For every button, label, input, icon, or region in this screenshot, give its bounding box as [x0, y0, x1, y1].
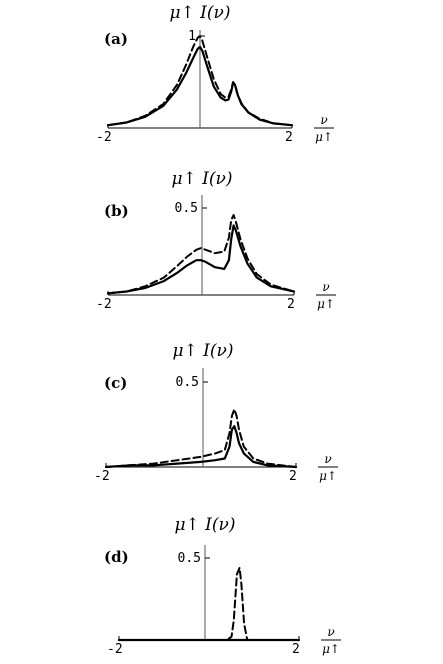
- x-tick-label: -2: [96, 297, 112, 312]
- x-axis-label-numerator: ν: [324, 452, 331, 466]
- panel-2: -2 2 0.5 (b) μ↑ I(ν) ν μ↑: [96, 169, 336, 312]
- x-tick-label: 2: [289, 469, 297, 484]
- series-dashed-line: [118, 566, 300, 641]
- y-tick-label: 0.5: [175, 201, 198, 216]
- y-axis-label: μ↑ I(ν): [169, 3, 230, 23]
- series-dashed-line: [107, 214, 295, 295]
- y-tick-label: 1: [188, 29, 196, 44]
- x-axis-label-denominator: μ↑: [317, 297, 335, 311]
- x-axis-label-numerator: ν: [322, 280, 329, 294]
- panel-label: (c): [104, 374, 127, 392]
- series-dashed-line: [105, 408, 297, 468]
- x-tick-label: 2: [292, 642, 300, 657]
- x-axis-label-denominator: μ↑: [322, 642, 340, 656]
- panel-label: (b): [104, 202, 129, 220]
- panel-1: -2 2 1 (a) μ↑ I(ν) ν μ↑: [96, 3, 334, 145]
- x-tick-label: 2: [287, 297, 295, 312]
- panel-4: -2 2 0.5 (d) μ↑ I(ν) ν μ↑: [104, 515, 341, 657]
- series-solid-line: [104, 425, 298, 469]
- panel-3: -2 2 0.5 (c) μ↑ I(ν) ν μ↑: [94, 341, 338, 484]
- x-axis-label-numerator: ν: [327, 625, 334, 639]
- y-tick-label: 0.5: [176, 375, 199, 390]
- panel-label: (a): [104, 30, 128, 48]
- x-tick-label: 2: [285, 130, 293, 145]
- panel-label: (d): [104, 548, 129, 566]
- y-axis-label: μ↑ I(ν): [171, 169, 232, 189]
- series-solid-line: [106, 224, 296, 295]
- x-axis-label-numerator: ν: [320, 113, 327, 127]
- series-dashed-line: [107, 35, 293, 127]
- x-tick-label: -2: [96, 130, 112, 145]
- x-tick-label: -2: [107, 642, 123, 657]
- y-axis-label: μ↑ I(ν): [174, 515, 235, 535]
- x-axis-label-denominator: μ↑: [319, 469, 337, 483]
- y-axis-label: μ↑ I(ν): [172, 341, 233, 361]
- x-tick-label: -2: [94, 469, 110, 484]
- y-tick-label: 0.5: [178, 551, 201, 566]
- x-axis-label-denominator: μ↑: [315, 130, 333, 144]
